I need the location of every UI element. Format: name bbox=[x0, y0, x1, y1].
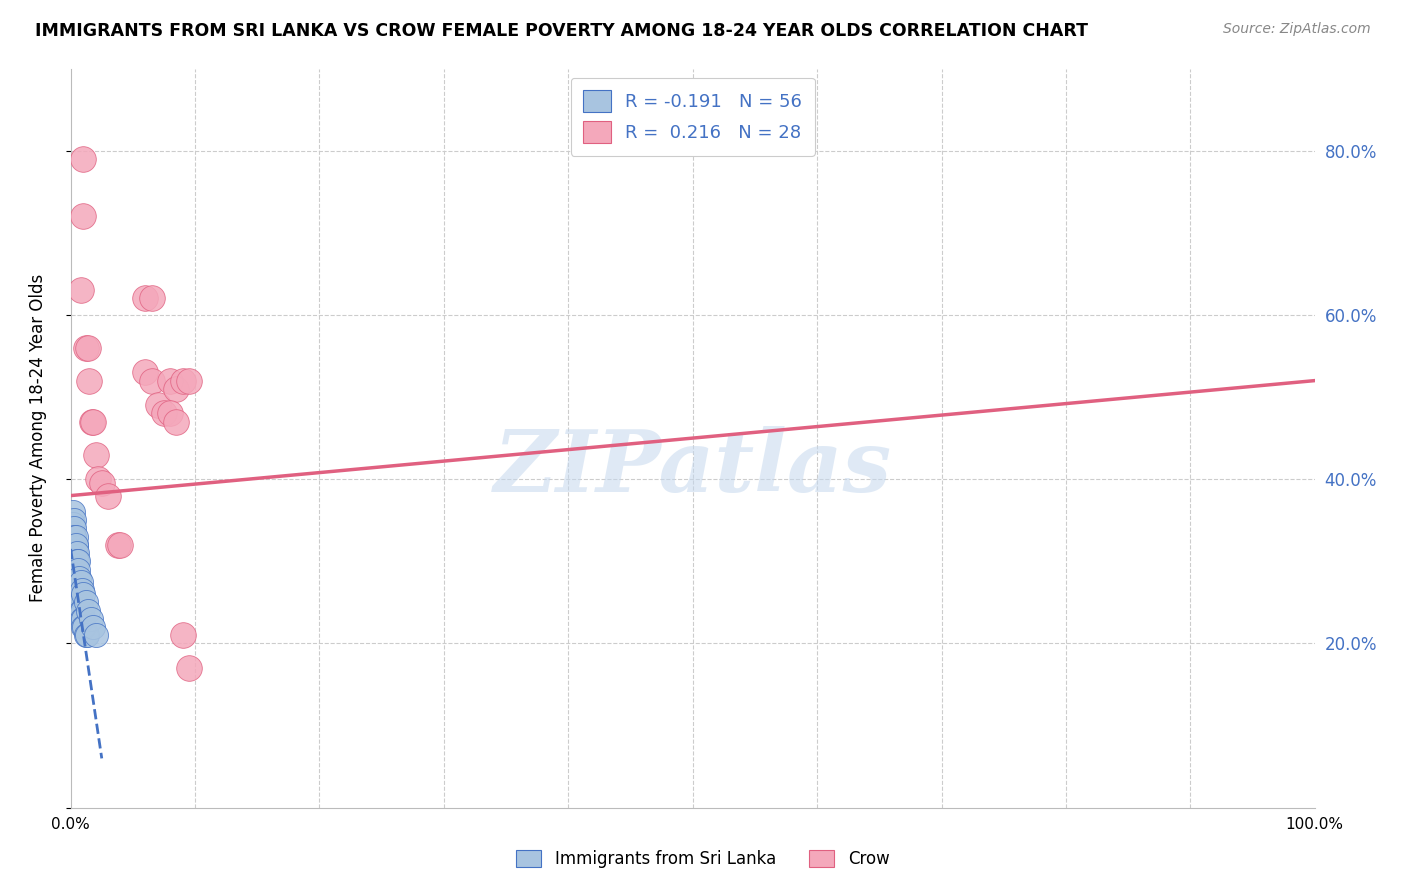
Point bbox=[67, 554, 90, 568]
Point bbox=[65, 554, 87, 568]
Point bbox=[75, 628, 97, 642]
Point bbox=[79, 612, 101, 626]
Point bbox=[97, 489, 120, 503]
Point bbox=[67, 571, 90, 585]
Point bbox=[65, 538, 87, 552]
Point bbox=[69, 283, 91, 297]
Point bbox=[63, 521, 86, 535]
Point bbox=[63, 530, 86, 544]
Point bbox=[67, 591, 90, 606]
Point bbox=[66, 571, 89, 585]
Point bbox=[107, 538, 129, 552]
Legend: Immigrants from Sri Lanka, Crow: Immigrants from Sri Lanka, Crow bbox=[510, 843, 896, 875]
Point bbox=[66, 554, 89, 568]
Point bbox=[70, 582, 93, 597]
Point bbox=[72, 210, 94, 224]
Point bbox=[77, 603, 100, 617]
Point bbox=[172, 374, 194, 388]
Text: IMMIGRANTS FROM SRI LANKA VS CROW FEMALE POVERTY AMONG 18-24 YEAR OLDS CORRELATI: IMMIGRANTS FROM SRI LANKA VS CROW FEMALE… bbox=[35, 22, 1088, 40]
Point bbox=[141, 374, 163, 388]
Point bbox=[72, 620, 94, 634]
Y-axis label: Female Poverty Among 18-24 Year Olds: Female Poverty Among 18-24 Year Olds bbox=[30, 274, 46, 602]
Point bbox=[65, 538, 87, 552]
Point bbox=[66, 587, 89, 601]
Point bbox=[82, 620, 104, 634]
Point bbox=[153, 407, 176, 421]
Point bbox=[63, 530, 86, 544]
Point bbox=[146, 398, 169, 412]
Point bbox=[62, 525, 84, 540]
Point bbox=[63, 558, 86, 573]
Point bbox=[134, 292, 156, 306]
Point bbox=[63, 513, 86, 527]
Point bbox=[62, 517, 84, 532]
Point bbox=[63, 538, 86, 552]
Point bbox=[75, 595, 97, 609]
Point bbox=[84, 628, 107, 642]
Point bbox=[67, 562, 90, 576]
Point bbox=[63, 546, 86, 560]
Point bbox=[69, 603, 91, 617]
Point bbox=[134, 365, 156, 379]
Point bbox=[87, 472, 110, 486]
Point bbox=[90, 476, 112, 491]
Point bbox=[75, 341, 97, 355]
Point bbox=[69, 595, 91, 609]
Point bbox=[79, 374, 101, 388]
Point bbox=[165, 382, 187, 396]
Point bbox=[65, 562, 87, 576]
Point bbox=[70, 612, 93, 626]
Point bbox=[67, 595, 90, 609]
Point bbox=[65, 546, 87, 560]
Point bbox=[62, 505, 84, 519]
Legend: R = -0.191   N = 56, R =  0.216   N = 28: R = -0.191 N = 56, R = 0.216 N = 28 bbox=[571, 78, 814, 156]
Point bbox=[177, 374, 200, 388]
Point bbox=[110, 538, 132, 552]
Point bbox=[159, 407, 181, 421]
Point bbox=[67, 603, 90, 617]
Point bbox=[65, 579, 87, 593]
Point bbox=[72, 587, 94, 601]
Point bbox=[82, 415, 104, 429]
Point bbox=[73, 620, 96, 634]
Point bbox=[172, 628, 194, 642]
Point bbox=[72, 612, 94, 626]
Point bbox=[66, 546, 89, 560]
Point bbox=[62, 546, 84, 560]
Point bbox=[70, 603, 93, 617]
Point bbox=[165, 415, 187, 429]
Point bbox=[159, 374, 181, 388]
Point bbox=[80, 415, 103, 429]
Text: Source: ZipAtlas.com: Source: ZipAtlas.com bbox=[1223, 22, 1371, 37]
Point bbox=[69, 574, 91, 589]
Point bbox=[66, 579, 89, 593]
Point bbox=[72, 152, 94, 166]
Point bbox=[67, 582, 90, 597]
Point bbox=[84, 448, 107, 462]
Point bbox=[65, 571, 87, 585]
Point bbox=[62, 538, 84, 552]
Point bbox=[67, 579, 90, 593]
Point bbox=[76, 628, 98, 642]
Point bbox=[67, 587, 90, 601]
Text: ZIPatlas: ZIPatlas bbox=[494, 425, 891, 509]
Point bbox=[177, 661, 200, 675]
Point bbox=[141, 292, 163, 306]
Point bbox=[62, 566, 84, 581]
Point bbox=[69, 607, 91, 622]
Point bbox=[62, 554, 84, 568]
Point bbox=[65, 530, 87, 544]
Point bbox=[67, 599, 90, 614]
Point bbox=[77, 341, 100, 355]
Point bbox=[66, 595, 89, 609]
